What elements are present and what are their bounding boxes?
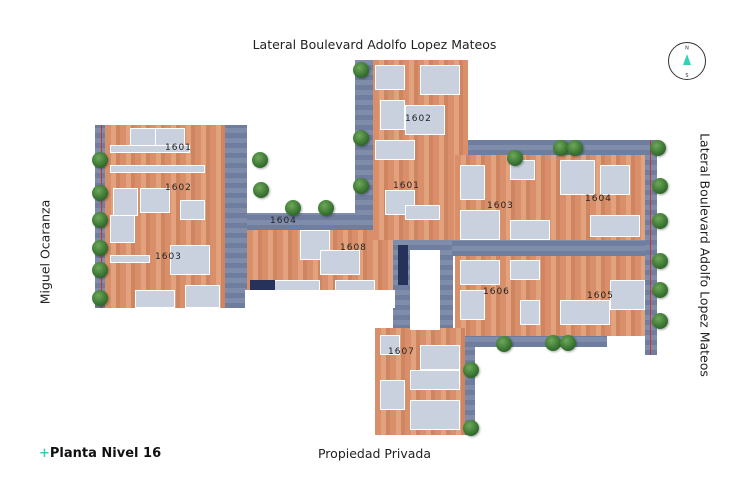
unit-1601-center[interactable]: 1601 bbox=[393, 181, 420, 191]
room bbox=[560, 160, 595, 195]
room bbox=[420, 345, 460, 370]
room bbox=[180, 200, 205, 220]
tree-icon bbox=[650, 140, 666, 156]
unit-1607[interactable]: 1607 bbox=[388, 347, 415, 357]
compass-north: N bbox=[685, 46, 689, 52]
terrace bbox=[245, 290, 395, 308]
property-line bbox=[650, 140, 651, 355]
tree-icon bbox=[285, 200, 301, 216]
room bbox=[135, 290, 175, 308]
tree-icon bbox=[463, 420, 479, 436]
room bbox=[405, 205, 440, 220]
room bbox=[410, 370, 460, 390]
tree-icon bbox=[92, 185, 108, 201]
unit-1602-west[interactable]: 1602 bbox=[165, 183, 192, 193]
tree-icon bbox=[652, 213, 668, 229]
tree-icon bbox=[353, 62, 369, 78]
corridor bbox=[465, 330, 475, 435]
corridor bbox=[355, 60, 373, 240]
tree-icon bbox=[496, 336, 512, 352]
unit-1602-north[interactable]: 1602 bbox=[405, 114, 432, 124]
room bbox=[510, 260, 540, 280]
tree-icon bbox=[252, 152, 268, 168]
tree-icon bbox=[652, 253, 668, 269]
stairwell bbox=[398, 245, 408, 285]
room bbox=[113, 188, 138, 216]
room bbox=[380, 335, 400, 355]
room bbox=[410, 400, 460, 430]
room bbox=[170, 245, 210, 275]
north-arrow-icon bbox=[683, 54, 691, 65]
corridor bbox=[452, 335, 607, 347]
tree-icon bbox=[560, 335, 576, 351]
room bbox=[185, 285, 220, 308]
room bbox=[590, 215, 640, 237]
room bbox=[460, 210, 500, 240]
plus-icon: + bbox=[39, 446, 50, 461]
corridor bbox=[247, 213, 362, 230]
room bbox=[420, 65, 460, 95]
unit-1604-east[interactable]: 1604 bbox=[585, 194, 612, 204]
street-label-left: Miguel Ocaranza bbox=[37, 199, 53, 305]
room bbox=[610, 280, 645, 310]
street-label-right: Lateral Boulevard Adolfo Lopez Mateos bbox=[697, 133, 713, 377]
tree-icon bbox=[652, 313, 668, 329]
room bbox=[560, 300, 610, 325]
tree-icon bbox=[463, 362, 479, 378]
room bbox=[375, 140, 415, 160]
room bbox=[460, 165, 485, 200]
unit-1604-west[interactable]: 1604 bbox=[270, 216, 297, 226]
room bbox=[510, 220, 550, 240]
corridor bbox=[452, 240, 657, 256]
tree-icon bbox=[545, 335, 561, 351]
street-label-bottom: Propiedad Privada bbox=[317, 446, 431, 461]
tree-icon bbox=[652, 178, 668, 194]
tree-icon bbox=[92, 290, 108, 306]
room bbox=[375, 65, 405, 90]
tree-icon bbox=[318, 200, 334, 216]
unit-1601-west[interactable]: 1601 bbox=[165, 143, 192, 153]
room bbox=[110, 145, 190, 153]
tree-icon bbox=[553, 140, 569, 156]
elevator-shaft bbox=[410, 250, 440, 330]
street-label-top: Lateral Boulevard Adolfo Lopez Mateos bbox=[252, 37, 497, 52]
room bbox=[460, 290, 485, 320]
room bbox=[380, 100, 405, 130]
unit-1603-west[interactable]: 1603 bbox=[155, 252, 182, 262]
room bbox=[110, 165, 205, 173]
corridor bbox=[645, 150, 657, 355]
tree-icon bbox=[507, 150, 523, 166]
compass-south: S bbox=[685, 73, 688, 79]
room bbox=[140, 188, 170, 213]
tree-icon bbox=[92, 240, 108, 256]
tree-icon bbox=[652, 282, 668, 298]
tree-icon bbox=[92, 152, 108, 168]
room bbox=[460, 260, 500, 285]
room bbox=[600, 165, 630, 195]
room bbox=[520, 300, 540, 325]
tree-icon bbox=[353, 178, 369, 194]
tree-icon bbox=[253, 182, 269, 198]
tree-icon bbox=[92, 262, 108, 278]
unit-1603-east[interactable]: 1603 bbox=[487, 201, 514, 211]
room bbox=[320, 250, 360, 275]
corridor bbox=[225, 125, 247, 308]
floor-title: +Planta Nivel 16 bbox=[39, 446, 161, 461]
tree-icon bbox=[567, 140, 583, 156]
floor-title-text: Planta Nivel 16 bbox=[49, 446, 162, 461]
room bbox=[110, 215, 135, 243]
room bbox=[380, 380, 405, 410]
room bbox=[405, 105, 445, 135]
unit-1608[interactable]: 1608 bbox=[340, 243, 367, 253]
tree-icon bbox=[353, 130, 369, 146]
unit-1606[interactable]: 1606 bbox=[483, 287, 510, 297]
compass-icon: N S bbox=[668, 42, 706, 80]
room bbox=[110, 255, 150, 263]
tree-icon bbox=[92, 212, 108, 228]
unit-1605[interactable]: 1605 bbox=[587, 291, 614, 301]
